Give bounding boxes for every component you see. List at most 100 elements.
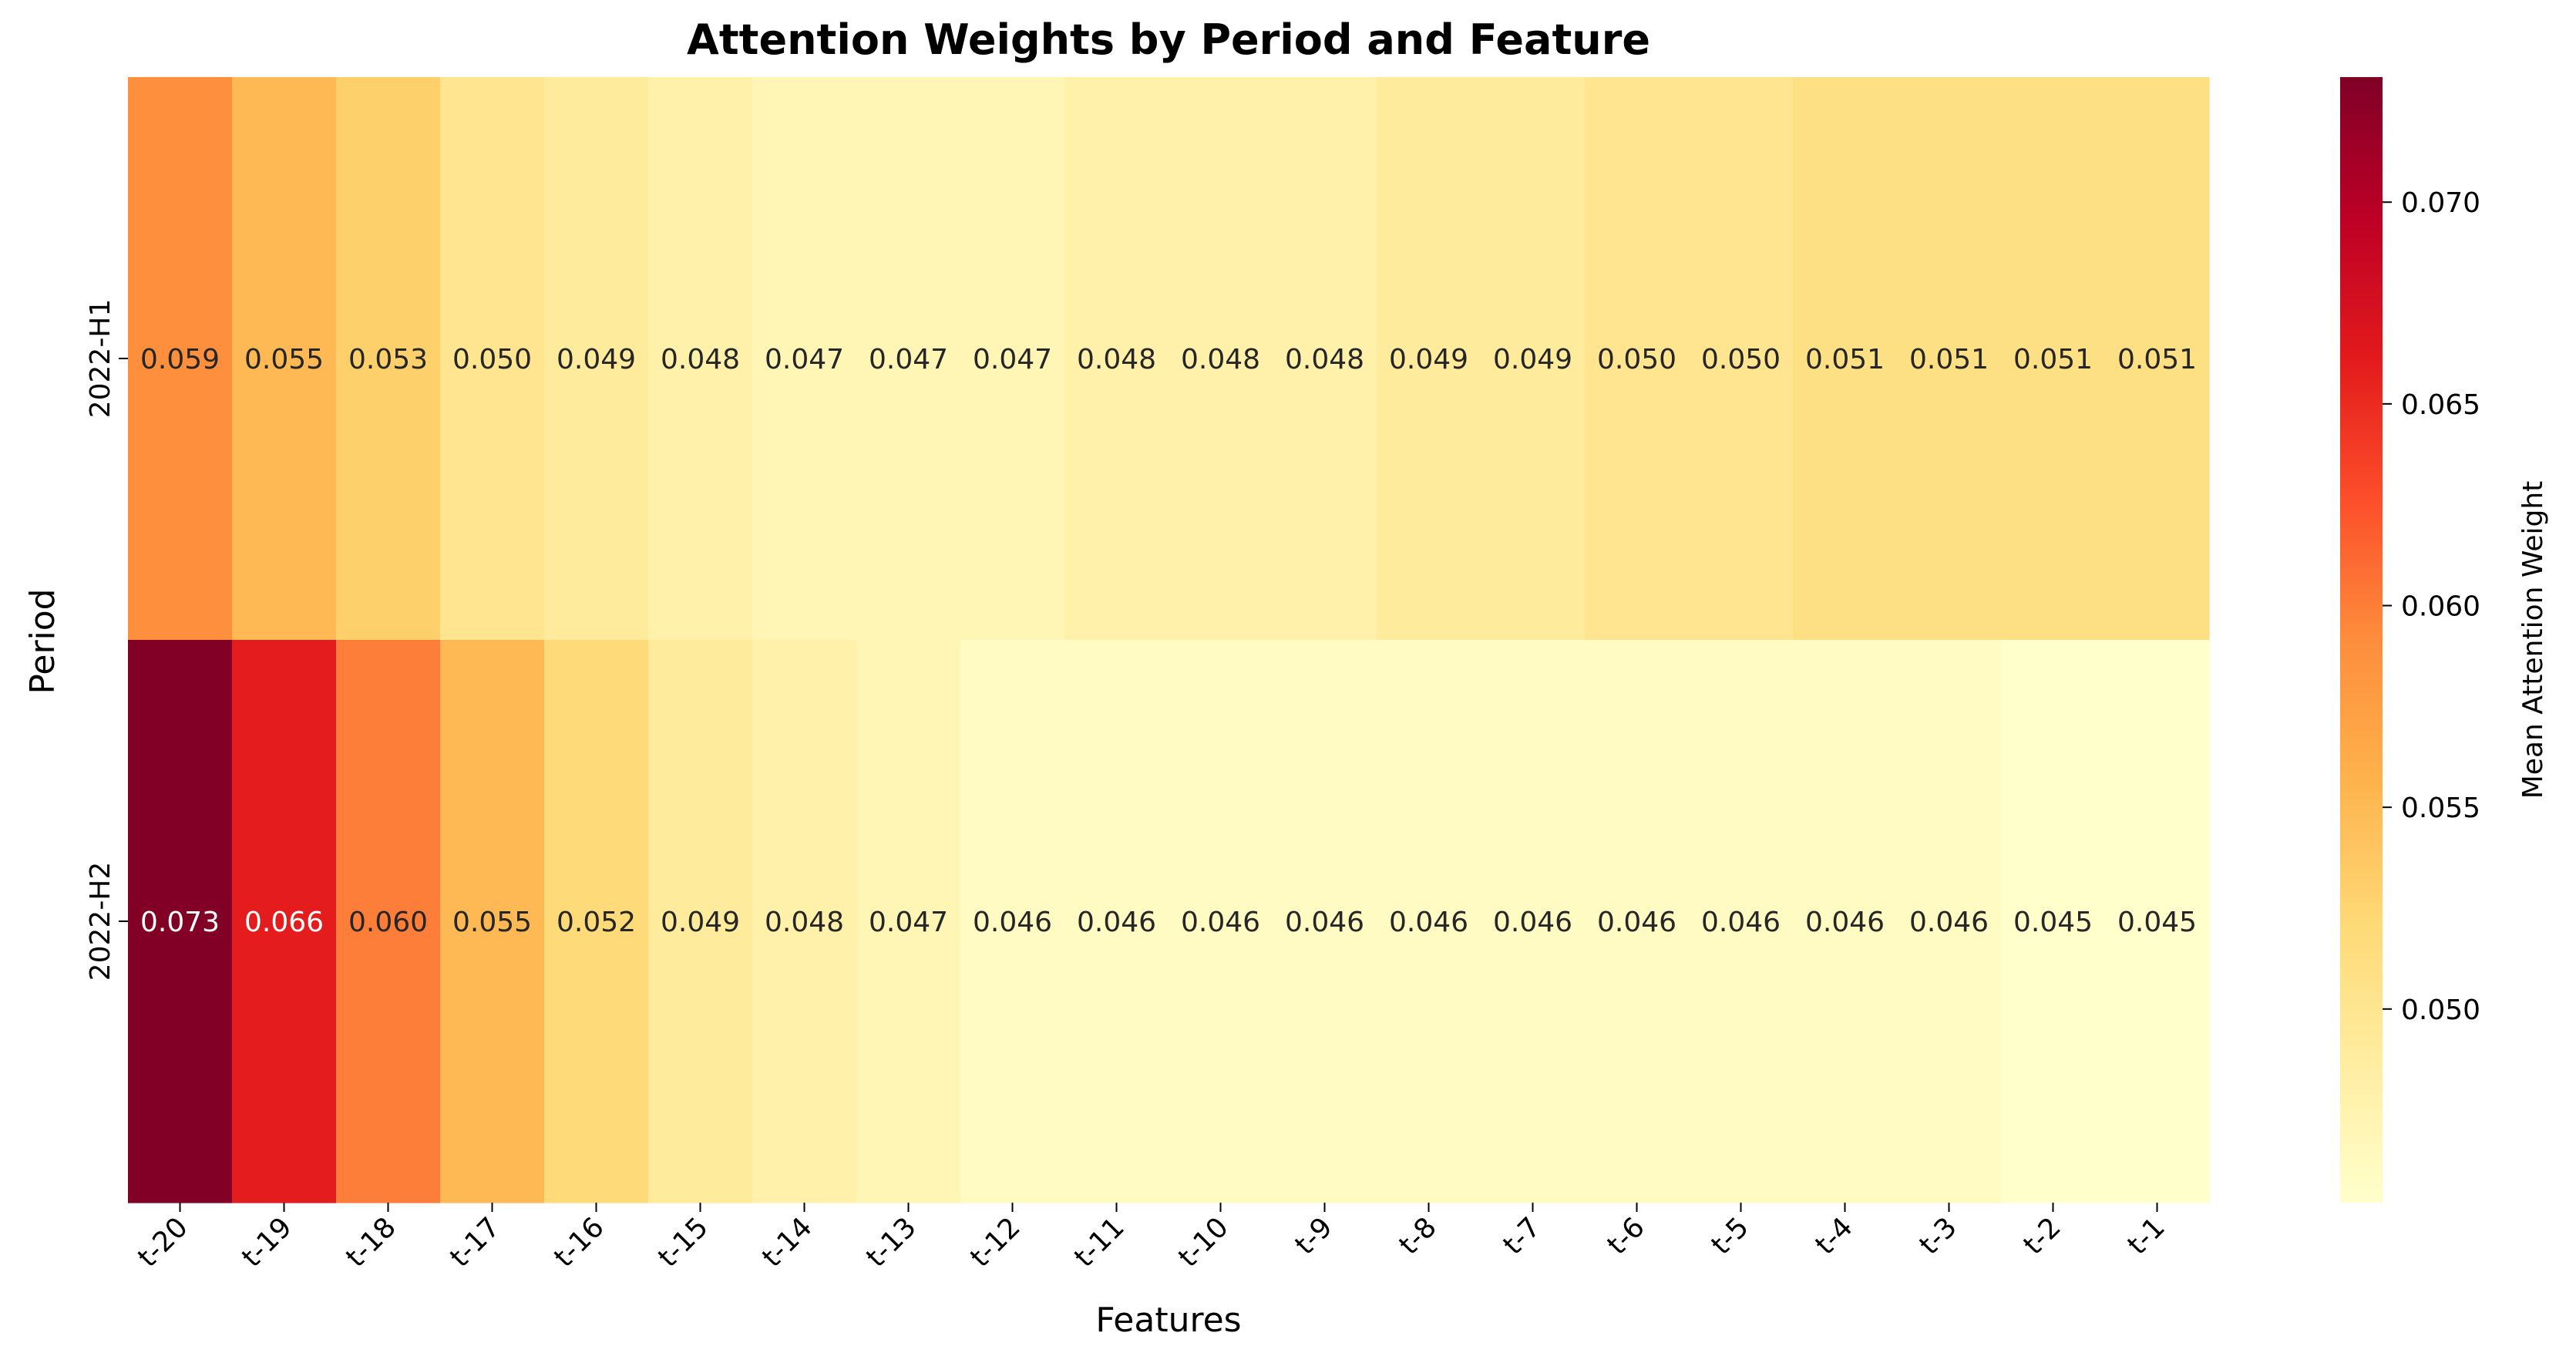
- cell-value-label: 0.046: [1493, 907, 1572, 938]
- cell-value-label: 0.046: [1701, 907, 1781, 938]
- x-tick-label: t-8: [1394, 1211, 1443, 1260]
- x-tick-label: t-10: [1172, 1211, 1235, 1274]
- heatmap-cell: [544, 640, 649, 1203]
- heatmap-cell: [440, 640, 545, 1203]
- cell-value-label: 0.050: [1701, 344, 1781, 375]
- x-tick-label: t-16: [548, 1211, 610, 1274]
- cell-value-label: 0.046: [1077, 907, 1156, 938]
- colorbar-tick-label: 0.055: [2401, 793, 2480, 824]
- x-tick-label: t-2: [2018, 1211, 2067, 1260]
- colorbar-label: Mean Attention Weight: [2517, 481, 2549, 799]
- x-tick-label: t-9: [1290, 1211, 1339, 1260]
- heatmap-cell: [752, 77, 857, 641]
- heatmap-cell: [856, 640, 961, 1203]
- chart-title: Attention Weights by Period and Feature: [687, 15, 1650, 64]
- cell-value-label: 0.051: [1805, 344, 1885, 375]
- cell-value-label: 0.050: [1597, 344, 1676, 375]
- cell-value-label: 0.052: [557, 907, 636, 938]
- heatmap-cell: [128, 640, 233, 1203]
- heatmap-cell: [544, 77, 649, 641]
- cell-value-label: 0.049: [1389, 344, 1468, 375]
- heatmap-cell: [2001, 640, 2106, 1203]
- cell-value-label: 0.047: [869, 907, 948, 938]
- cell-value-label: 0.047: [765, 344, 844, 375]
- cell-value-label: 0.046: [1285, 907, 1364, 938]
- heatmap-cell: [960, 640, 1065, 1203]
- cell-value-label: 0.048: [661, 344, 740, 375]
- heatmap-cell: [1897, 640, 2002, 1203]
- y-axis-label: Period: [23, 588, 62, 694]
- heatmap-cell: [1585, 640, 1690, 1203]
- cell-value-label: 0.059: [140, 344, 220, 375]
- cell-value-label: 0.045: [2117, 907, 2197, 938]
- cell-value-label: 0.073: [140, 907, 220, 938]
- heatmap-cell: [1689, 640, 1794, 1203]
- heatmap-cell: [960, 77, 1065, 641]
- cell-value-label: 0.048: [765, 907, 844, 938]
- cell-value-label: 0.046: [1389, 907, 1468, 938]
- x-tick-label: t-12: [964, 1211, 1027, 1274]
- x-tick-label: t-13: [860, 1211, 923, 1274]
- colorbar-gradient-bar: [2340, 77, 2383, 1203]
- heatmap-cell: [336, 77, 441, 641]
- cell-value-label: 0.055: [244, 344, 324, 375]
- heatmap-cell: [232, 640, 337, 1203]
- colorbar-tick-label: 0.065: [2401, 389, 2480, 421]
- cell-value-label: 0.051: [2013, 344, 2093, 375]
- x-axis-label: Features: [1095, 1301, 1241, 1340]
- cell-value-label: 0.055: [452, 907, 532, 938]
- cell-value-label: 0.047: [973, 344, 1052, 375]
- cell-value-label: 0.051: [1909, 344, 1989, 375]
- heatmap-cell: [232, 77, 337, 641]
- y-axis-ticks: 2022-H1 2022-H2: [85, 299, 128, 981]
- heatmap-cell: [2105, 640, 2210, 1203]
- cell-value-label: 0.049: [557, 344, 636, 375]
- x-tick-label: t-7: [1498, 1211, 1547, 1260]
- cell-value-label: 0.045: [2013, 907, 2093, 938]
- x-tick-label: t-6: [1602, 1211, 1651, 1260]
- x-tick-label: t-3: [1914, 1211, 1963, 1260]
- cell-value-label: 0.050: [452, 344, 532, 375]
- cell-value-label: 0.053: [348, 344, 428, 375]
- heatmap-cell: [2105, 77, 2210, 641]
- colorbar-tick-label: 0.060: [2401, 591, 2480, 623]
- cell-value-label: 0.049: [661, 907, 740, 938]
- heatmap-cell: [1585, 77, 1690, 641]
- heatmap-cell: [1169, 77, 1273, 641]
- heatmap-cell: [1273, 640, 1377, 1203]
- cell-value-label: 0.060: [348, 907, 428, 938]
- y-tick-label: 2022-H2: [85, 862, 116, 981]
- colorbar-ticks: 0.050 0.055 0.060 0.065 0.070: [2383, 187, 2480, 1026]
- heatmap-cell: [2001, 77, 2106, 641]
- cell-value-label: 0.046: [1805, 907, 1885, 938]
- x-tick-label: t-11: [1068, 1211, 1131, 1274]
- cell-value-label: 0.046: [1181, 907, 1260, 938]
- heatmap-cell: [1377, 77, 1481, 641]
- cell-value-label: 0.048: [1285, 344, 1364, 375]
- heatmap-cell: [1377, 640, 1481, 1203]
- x-tick-label: t-18: [340, 1211, 402, 1274]
- x-tick-label: t-1: [2122, 1211, 2171, 1260]
- x-tick-label: t-19: [236, 1211, 298, 1274]
- cell-value-label: 0.046: [1909, 907, 1989, 938]
- colorbar-tick-label: 0.070: [2401, 187, 2480, 219]
- heatmap-cell: [1689, 77, 1794, 641]
- heatmap-cell: [1481, 640, 1586, 1203]
- heatmap-cell: [1064, 640, 1169, 1203]
- heatmap-cell: [336, 640, 441, 1203]
- heatmap-cells: 0.059 0.055 0.053 0.050 0.049 0.048 0.047 0.047…: [128, 77, 2210, 1203]
- cell-value-label: 0.066: [244, 907, 324, 938]
- cell-value-label: 0.046: [973, 907, 1052, 938]
- heatmap-cell: [440, 77, 545, 641]
- cell-value-label: 0.048: [1077, 344, 1156, 375]
- heatmap-cell: [648, 640, 753, 1203]
- heatmap-cell: [1169, 640, 1273, 1203]
- x-tick-label: t-17: [444, 1211, 506, 1274]
- x-tick-label: t-14: [756, 1211, 819, 1274]
- cell-value-label: 0.048: [1181, 344, 1260, 375]
- heatmap-cell: [856, 77, 961, 641]
- colorbar-tick-label: 0.050: [2401, 994, 2480, 1026]
- x-tick-label: t-20: [132, 1211, 194, 1274]
